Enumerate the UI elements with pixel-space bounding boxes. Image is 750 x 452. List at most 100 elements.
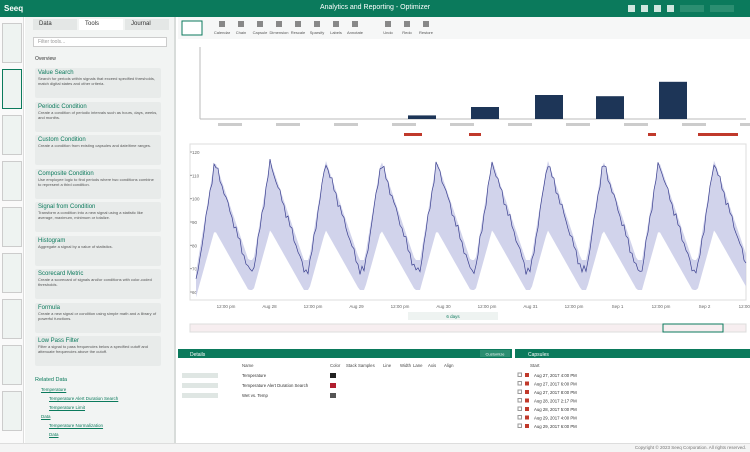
worksheet-thumb[interactable] [2,299,22,339]
worksheet-thumb[interactable] [2,253,22,293]
item-name[interactable]: Temperature Alert Duration Search [242,383,309,388]
related-item[interactable]: Data [49,432,59,437]
worksheet-thumb[interactable] [2,207,22,247]
panel-tab[interactable]: Tools [79,19,123,30]
toolbar-icon[interactable] [385,21,391,27]
capsule-marker [469,133,481,136]
row-checkbox[interactable] [517,406,522,411]
navigator-window[interactable] [662,323,724,333]
toolbar-label[interactable]: Sparsify [310,30,324,35]
toolbar-icon[interactable] [257,21,263,27]
tool-item[interactable]: Composite Condition Use employee logic to… [35,168,161,199]
related-item[interactable]: Temperature [41,387,67,392]
color-swatch[interactable] [330,393,336,398]
column-header[interactable]: Line [383,363,392,368]
row-checkbox[interactable] [517,389,522,394]
capsule-start[interactable]: Aug 27, 2017 6:00 PM [534,382,577,387]
bar-label-placeholder [334,123,358,126]
column-header[interactable]: Axis [428,363,436,368]
tool-item[interactable]: Scorecard Metric Create a scorecard of si… [35,269,161,299]
toolbar-icon[interactable] [295,21,301,27]
toolbar-label[interactable]: Annotate [347,30,364,35]
row-icons[interactable] [182,383,218,388]
tool-item[interactable]: Formula Create a new signal or condition … [35,302,161,333]
duration[interactable]: 6 days [446,314,460,319]
color-swatch[interactable] [330,373,336,378]
workspace: Calendar Chain Capsule Dimension Rescale Spar… [178,17,750,443]
row-checkbox[interactable] [517,372,522,377]
column-header[interactable]: Lane [413,363,423,368]
tool-item[interactable]: Custom Condition Create a condition from … [35,135,161,165]
toolbar-label[interactable]: Capsule [253,30,268,35]
panel-tab[interactable]: Data [33,19,77,30]
row-checkbox[interactable] [517,423,522,428]
worksheet-thumb[interactable] [2,345,22,385]
column-header[interactable]: Name [242,363,254,368]
related-title[interactable]: Related Data [35,377,68,383]
time-controls[interactable] [408,312,498,320]
worksheet-thumb[interactable] [2,161,22,201]
related-item[interactable]: Data [41,414,51,419]
tool-name: Scorecard Metric [38,271,84,277]
column-header[interactable]: Align [444,363,454,368]
copyright: Copyright © 2023 Seeq Corporation. All r… [634,445,746,450]
tool-item[interactable]: Low Pass Filter Filter a signal to pass f… [35,336,161,366]
capsule-start[interactable]: Aug 27, 2017 4:00 PM [534,373,577,378]
tool-search[interactable]: Filter tools... [33,37,167,47]
tool-item[interactable]: Value Search Search for periods within si… [35,68,161,98]
column-header[interactable]: Color [330,363,341,368]
toolbar-label[interactable]: Restore [419,30,434,35]
row-checkbox[interactable] [517,381,522,386]
toolbar-icon[interactable] [238,21,244,27]
toolbar-icon[interactable] [276,21,282,27]
item-name[interactable]: Wet vs. Temp [242,393,268,398]
toolbar-label[interactable]: Chain [236,30,246,35]
capsule-start[interactable]: Aug 28, 2017 2:17 PM [534,399,577,404]
toolbar-label[interactable]: Undo [383,30,393,35]
toolbar-label[interactable]: Redo [402,30,412,35]
capsule-start[interactable]: Aug 28, 2017 5:00 PM [534,407,577,412]
toolbar-label[interactable]: Dimension [270,30,289,35]
related-item[interactable]: Temperature Limit [49,405,86,410]
toolbar-label[interactable]: Calendar [214,30,231,35]
panel-tab[interactable]: Journal [125,19,169,30]
column-header[interactable]: Width [400,363,412,368]
row-icons[interactable] [182,393,218,398]
toolbar-label[interactable]: Labels [330,30,342,35]
row-icons[interactable] [182,373,218,378]
toolbar-icon[interactable] [352,21,358,27]
worksheet-thumb[interactable] [2,115,22,155]
related-item[interactable]: Temperature Alert Duration Search [49,396,119,401]
navigator[interactable] [189,323,747,333]
capsule-start[interactable]: Aug 27, 2017 8:00 PM [534,390,577,395]
row-checkbox[interactable] [517,398,522,403]
capsule-bar [471,107,499,119]
toolbar-icon[interactable] [404,21,410,27]
view-button[interactable] [181,20,203,36]
item-name[interactable]: Temperature [242,373,267,378]
tool-name: Custom Condition [38,137,86,143]
toolbar-label[interactable]: Rescale [291,30,306,35]
toolbar-icon[interactable] [423,21,429,27]
worksheet-thumb[interactable] [2,391,22,431]
capsule-start[interactable]: Aug 29, 2017 6:00 PM [534,424,577,429]
related-item[interactable]: Temperature Normalization [49,423,104,428]
column-header[interactable]: Start [530,363,540,368]
tool-item[interactable]: Histogram Aggregate a signal by a value o… [35,235,161,266]
customize-button[interactable] [480,350,510,357]
worksheet-thumb[interactable] [2,23,22,63]
toolbar-icon[interactable] [314,21,320,27]
logo[interactable]: Seeq [4,4,24,13]
tool-item[interactable]: Signal from Condition Transform a conditi… [35,202,161,232]
column-header[interactable]: Samples [358,363,375,368]
customize-label[interactable]: Customize [486,352,506,357]
toolbar-icon[interactable] [333,21,339,27]
toolbar-icon[interactable] [219,21,225,27]
capsule-start[interactable]: Aug 29, 2017 4:00 PM [534,416,577,421]
column-header[interactable]: Stack [346,363,358,368]
section-label[interactable]: Overview [35,56,56,62]
row-checkbox[interactable] [517,415,522,420]
tool-item[interactable]: Periodic Condition Create a condition of … [35,101,161,132]
color-swatch[interactable] [330,383,336,388]
worksheet-thumb[interactable] [2,69,22,109]
